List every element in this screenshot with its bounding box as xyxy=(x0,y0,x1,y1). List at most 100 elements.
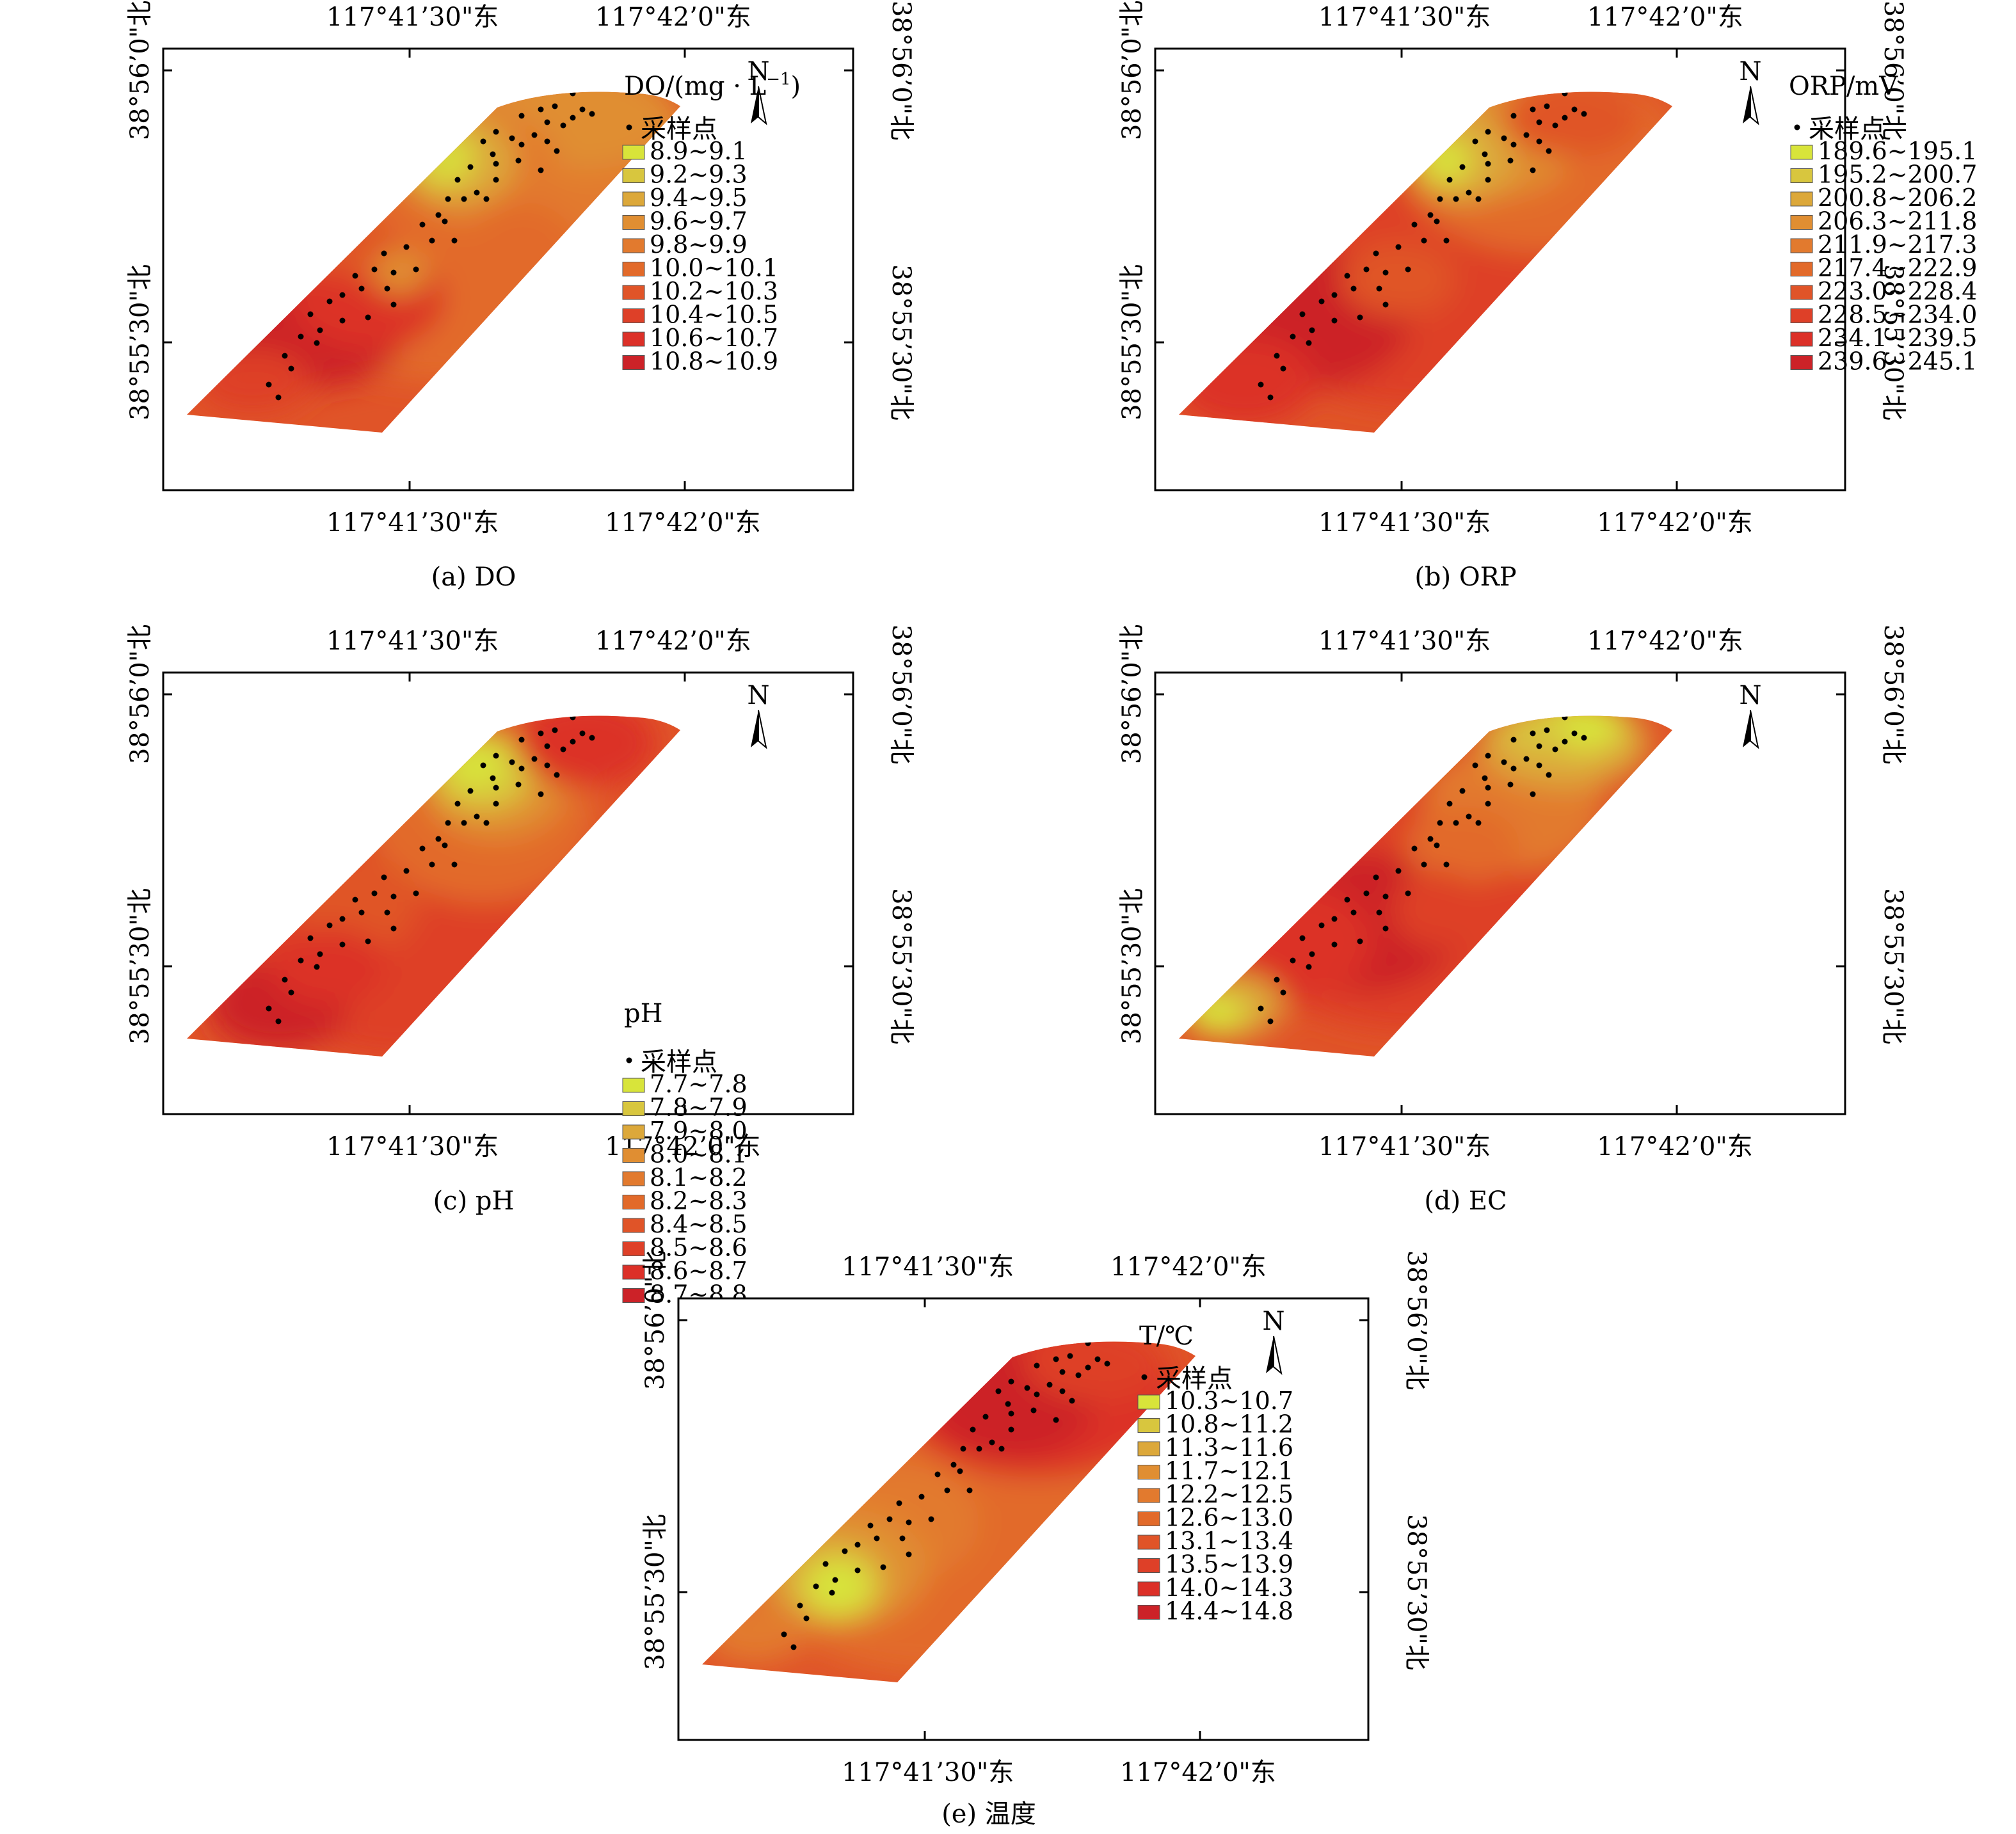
sample-point xyxy=(454,801,461,807)
sample-point xyxy=(560,122,566,129)
sample-point xyxy=(928,1516,934,1522)
sample-point xyxy=(288,365,294,372)
legend-class-label: 7.7~7.8 xyxy=(650,1070,748,1098)
legend-swatch xyxy=(622,1148,645,1163)
north-arrow-right xyxy=(758,86,767,125)
north-arrow-right xyxy=(1750,86,1759,125)
sample-point xyxy=(1053,1417,1059,1423)
legend-title-main: T/℃ xyxy=(1139,1321,1194,1351)
sample-points xyxy=(1258,715,1587,1025)
sample-point xyxy=(1344,897,1350,903)
sample-point xyxy=(1373,874,1379,881)
sample-point xyxy=(1395,244,1402,250)
bottom-lon-label-a: 117°41’30"东 xyxy=(326,508,499,538)
sample-point xyxy=(1382,301,1389,308)
sample-point xyxy=(435,212,442,218)
north-label: N xyxy=(1740,681,1762,710)
sample-point xyxy=(435,836,442,842)
panel-3: 117°41’30"东 117°42’0"东 117°41’30"东 117°42’0… xyxy=(1117,625,1908,1216)
sample-point xyxy=(1546,148,1552,154)
sample-point xyxy=(493,801,499,807)
sample-point xyxy=(298,957,304,964)
sample-point xyxy=(1485,129,1491,135)
legend-class-label: 7.9~8.0 xyxy=(650,1117,748,1145)
sample-point xyxy=(1382,269,1389,276)
legend-swatch xyxy=(622,145,645,160)
sample-point xyxy=(493,161,499,167)
sample-point xyxy=(445,820,451,826)
legend-class-label: 12.6~13.0 xyxy=(1165,1504,1293,1532)
sample-point xyxy=(899,1535,906,1542)
sample-point xyxy=(790,1644,797,1650)
legend-swatch xyxy=(622,238,645,253)
panel-0: 117°41’30"东 117°42’0"东 117°41’30"东 117°42’0… xyxy=(125,1,916,592)
panel-caption: (c) pH xyxy=(433,1186,515,1216)
legend-class-label: 14.0~14.3 xyxy=(1165,1574,1293,1602)
sample-point xyxy=(589,111,595,117)
sample-point xyxy=(339,941,346,948)
sample-point xyxy=(1510,141,1517,148)
right-lat-label-a: 38°56’0"北 xyxy=(886,1,916,140)
legend-swatch xyxy=(1137,1558,1160,1573)
sample-point xyxy=(854,1542,861,1548)
legend-title-main: ORP/mV xyxy=(1789,72,1898,101)
sample-point xyxy=(352,273,358,279)
sample-point xyxy=(1546,772,1552,778)
sample-point xyxy=(1466,189,1472,196)
sample-point xyxy=(1437,820,1443,826)
top-lon-label-a: 117°41’30"东 xyxy=(1318,626,1491,656)
legend-title-main: DO/(mg · L xyxy=(624,72,766,101)
sample-point xyxy=(1053,1356,1059,1362)
north-label: N xyxy=(748,681,770,710)
sample-point xyxy=(490,775,496,781)
top-lon-label-a: 117°41’30"东 xyxy=(1318,3,1491,32)
sample-point xyxy=(339,292,346,298)
legend-title: T/℃ xyxy=(1139,1321,1194,1351)
legend-class-label: 8.6~8.7 xyxy=(650,1257,748,1285)
sample-point xyxy=(1510,113,1517,119)
sample-point xyxy=(998,1446,1005,1452)
legend-class-label: 206.3~211.8 xyxy=(1818,207,1977,235)
left-lat-label-b: 38°55’30"北 xyxy=(125,888,155,1044)
sample-point xyxy=(544,743,550,749)
sample-point xyxy=(390,301,397,308)
sample-point xyxy=(1523,756,1530,762)
top-lon-label-b: 117°42’0"东 xyxy=(1110,1252,1267,1282)
sample-point xyxy=(1485,161,1491,167)
sample-point xyxy=(1331,916,1338,922)
surface-zone xyxy=(272,929,387,1005)
sample-point xyxy=(1544,103,1550,109)
sample-point xyxy=(531,756,538,762)
sample-point xyxy=(509,759,515,765)
sample-point xyxy=(538,730,544,737)
legend-title: DO/(mg · L−1) xyxy=(624,70,801,101)
sample-point xyxy=(1581,735,1587,741)
sample-point xyxy=(429,237,435,244)
sample-point xyxy=(1382,925,1389,932)
sample-point xyxy=(1482,775,1488,781)
legend-sample-dot xyxy=(626,124,632,131)
legend: DO/(mg · L−1) 采样点8.9~9.19.2~9.39.4~9.59.6… xyxy=(622,70,801,376)
sample-point xyxy=(1501,759,1507,765)
sample-point xyxy=(1507,781,1514,788)
legend-swatch xyxy=(1137,1418,1160,1433)
legend-title-tail: ) xyxy=(791,72,801,101)
sample-point xyxy=(1318,922,1325,929)
sample-point xyxy=(1443,237,1450,244)
right-lat-label-b: 38°55’30"北 xyxy=(886,264,916,420)
sample-point xyxy=(1581,111,1587,117)
north-arrow-right xyxy=(1273,1336,1283,1375)
sample-point xyxy=(1331,941,1338,948)
right-lat-label-a: 38°56’0"北 xyxy=(1878,625,1908,764)
sample-point xyxy=(1267,1018,1274,1025)
sample-point xyxy=(445,196,451,202)
sample-point xyxy=(365,938,371,945)
surface-zone xyxy=(1392,871,1482,948)
legend-class-label: 9.4~9.5 xyxy=(650,184,748,212)
sample-point xyxy=(1005,1401,1011,1407)
sample-point xyxy=(1482,151,1488,157)
sample-point xyxy=(515,781,522,788)
legend-swatch xyxy=(1790,168,1813,183)
sample-point xyxy=(390,269,397,276)
